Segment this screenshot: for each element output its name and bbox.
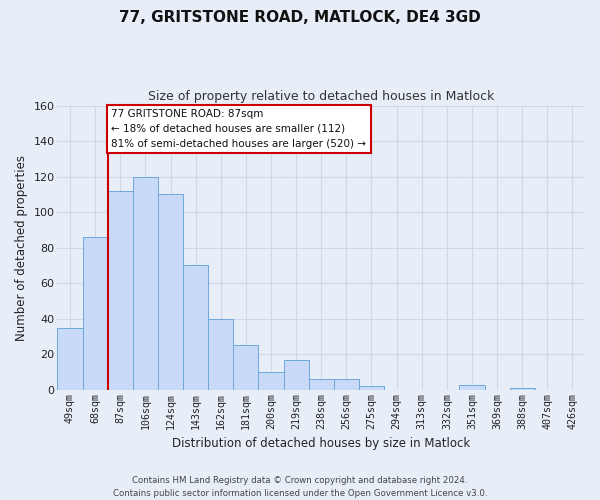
Title: Size of property relative to detached houses in Matlock: Size of property relative to detached ho… [148, 90, 494, 103]
Text: 77, GRITSTONE ROAD, MATLOCK, DE4 3GD: 77, GRITSTONE ROAD, MATLOCK, DE4 3GD [119, 10, 481, 25]
X-axis label: Distribution of detached houses by size in Matlock: Distribution of detached houses by size … [172, 437, 470, 450]
Bar [208, 319, 233, 390]
Bar [183, 266, 208, 390]
Bar [259, 372, 284, 390]
Text: 77 GRITSTONE ROAD: 87sqm
← 18% of detached houses are smaller (112)
81% of semi-: 77 GRITSTONE ROAD: 87sqm ← 18% of detach… [112, 109, 367, 148]
Y-axis label: Number of detached properties: Number of detached properties [15, 154, 28, 340]
Bar [460, 384, 485, 390]
Bar [233, 346, 259, 390]
Bar [509, 388, 535, 390]
Bar [308, 379, 334, 390]
Text: Contains HM Land Registry data © Crown copyright and database right 2024.
Contai: Contains HM Land Registry data © Crown c… [113, 476, 487, 498]
Bar [158, 194, 183, 390]
Bar [359, 386, 384, 390]
Bar [334, 379, 359, 390]
Bar [133, 176, 158, 390]
Bar [83, 237, 108, 390]
Bar [58, 328, 83, 390]
Bar [108, 191, 133, 390]
Bar [284, 360, 308, 390]
